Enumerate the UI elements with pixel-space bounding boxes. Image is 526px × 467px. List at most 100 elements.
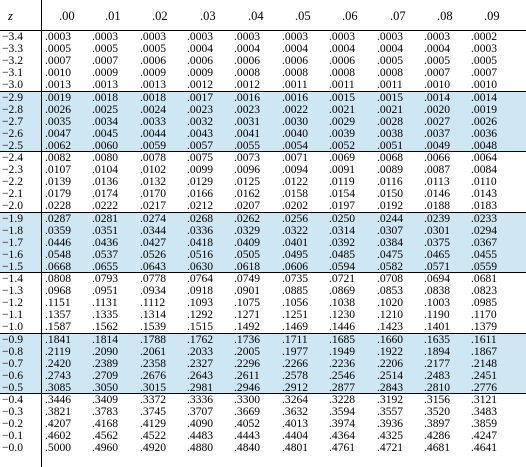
table-cell: .0174	[92, 187, 119, 201]
table-cell: .0885	[282, 284, 309, 298]
table-cell: .4761	[329, 441, 356, 455]
table-cell: .2578	[282, 368, 309, 382]
table-cell: .0307	[377, 223, 404, 237]
table-row: −2.6 .0047 .0045 .0044 .0043 .0041 .0040 .0039.…	[0, 126, 526, 140]
table-cell: .0853	[377, 284, 404, 298]
table-cell: .0078	[140, 151, 167, 164]
table-cell: .4721	[377, 441, 404, 455]
table-cell: .0122	[282, 175, 309, 189]
table-cell: .2546	[329, 368, 356, 382]
table-cell: .0040	[282, 126, 309, 140]
table-cell: .0113	[424, 175, 450, 189]
table-cell: .0537	[92, 247, 119, 261]
table-cell: .4013	[282, 417, 309, 431]
table-cell: .0028	[377, 114, 404, 128]
table-cell: .0571	[424, 259, 451, 273]
table-cell: .0202	[282, 199, 309, 213]
column-header: .03	[200, 9, 216, 23]
table-cell: .3228	[329, 393, 356, 406]
row-z-label: −2.7	[2, 114, 24, 128]
table-cell: .0003	[187, 30, 214, 43]
table-cell: .0066	[424, 151, 451, 164]
table-cell: .3974	[329, 417, 356, 431]
row-z-label: −1.3	[2, 284, 24, 298]
table-cell: .0446	[45, 235, 72, 249]
table-cell: .0314	[329, 223, 356, 237]
table-cell: .0233	[471, 211, 498, 225]
table-cell: .2061	[140, 344, 167, 358]
table-cell: .3121	[471, 393, 498, 406]
table-cell: .0166	[187, 187, 214, 201]
table-cell: .2177	[424, 356, 451, 370]
table-cell: .0003	[140, 30, 167, 43]
table-cell: .0485	[329, 247, 356, 261]
table-cell: .0427	[140, 235, 167, 249]
table-cell: .3669	[234, 405, 261, 419]
table-cell: .0006	[329, 54, 356, 68]
table-cell: .0020	[424, 102, 451, 116]
table-cell: .0764	[187, 272, 214, 285]
row-z-label: −0.2	[2, 417, 24, 431]
table-cell: .0143	[471, 187, 498, 201]
row-z-label: −2.1	[2, 187, 24, 201]
table-cell: .0116	[377, 175, 403, 189]
row-divider	[0, 30, 526, 31]
table-cell: .0059	[140, 138, 167, 152]
table-cell: .0125	[234, 175, 261, 189]
table-cell: .0004	[424, 42, 451, 56]
table-cell: .0049	[424, 138, 451, 152]
table-row: −1.7 .0446 .0436 .0427 .0418 .0409 .0401 .0392.…	[0, 235, 526, 249]
table-cell: .3300	[234, 393, 261, 406]
table-cell: .0075	[187, 151, 214, 164]
table-row: −2.3 .0107 .0104 .0102 .0099 .0096 .0094 .0091.…	[0, 163, 526, 177]
table-cell: .1685	[329, 332, 356, 346]
table-cell: .0004	[234, 42, 261, 56]
table-row: −2.7 .0035 .0034 .0033 .0032 .0031 .0030 .0029.…	[0, 114, 526, 128]
table-cell: .0516	[187, 247, 214, 261]
column-header: .07	[390, 9, 406, 23]
table-cell: .1423	[377, 320, 404, 334]
table-row: −1.0 .1587 .1562 .1539 .1515 .1492 .1469 .1446.…	[0, 320, 526, 334]
table-cell: .1977	[282, 344, 309, 358]
table-row: −0.3 .3821 .3783 .3745 .3707 .3669 .3632 .3594.…	[0, 405, 526, 419]
table-cell: .0158	[282, 187, 309, 201]
table-cell: .3557	[377, 405, 404, 419]
column-header: .00	[59, 9, 75, 23]
table-cell: .0004	[187, 42, 214, 56]
table-cell: .0003	[92, 30, 119, 43]
table-cell: .0026	[45, 102, 72, 116]
table-cell: .0375	[424, 235, 451, 249]
table-cell: .0003	[424, 30, 451, 43]
table-cell: .0071	[282, 151, 309, 164]
table-cell: .0344	[140, 223, 167, 237]
table-cell: .1635	[424, 332, 451, 346]
table-cell: .3192	[377, 393, 404, 406]
row-z-label: −2.5	[2, 138, 24, 152]
table-cell: .2327	[187, 356, 214, 370]
row-divider	[0, 91, 526, 92]
table-cell: .0011	[329, 78, 355, 92]
table-cell: .3936	[377, 417, 404, 431]
row-z-label: −3.2	[2, 54, 24, 68]
table-cell: .1230	[329, 308, 356, 322]
table-cell: .1251	[282, 308, 309, 322]
table-row: −0.2 .4207 .4168 .4129 .4090 .4052 .4013 .3974.…	[0, 417, 526, 431]
row-z-label: −2.3	[2, 163, 24, 177]
table-cell: .0011	[377, 78, 403, 92]
table-cell: .4880	[187, 441, 214, 455]
table-cell: .0721	[329, 272, 356, 285]
table-cell: .4325	[377, 429, 404, 443]
table-cell: .0869	[329, 284, 356, 298]
table-cell: .2709	[92, 368, 119, 382]
table-cell: .3156	[424, 393, 451, 406]
row-z-label: −0.0	[2, 441, 24, 455]
table-row: −2.5 .0062 .0060 .0059 .0057 .0055 .0054 .0052.…	[0, 138, 526, 152]
table-cell: .3745	[140, 405, 167, 419]
table-cell: .2119	[45, 344, 71, 358]
table-cell: .2743	[45, 368, 72, 382]
table-cell: .3336	[187, 393, 214, 406]
table-cell: .0392	[329, 235, 356, 249]
table-cell: .0008	[234, 66, 261, 80]
table-cell: .0003	[377, 30, 404, 43]
table-row: −2.8 .0026 .0025 .0024 .0023 .0023 .0022 .0021.…	[0, 102, 526, 116]
